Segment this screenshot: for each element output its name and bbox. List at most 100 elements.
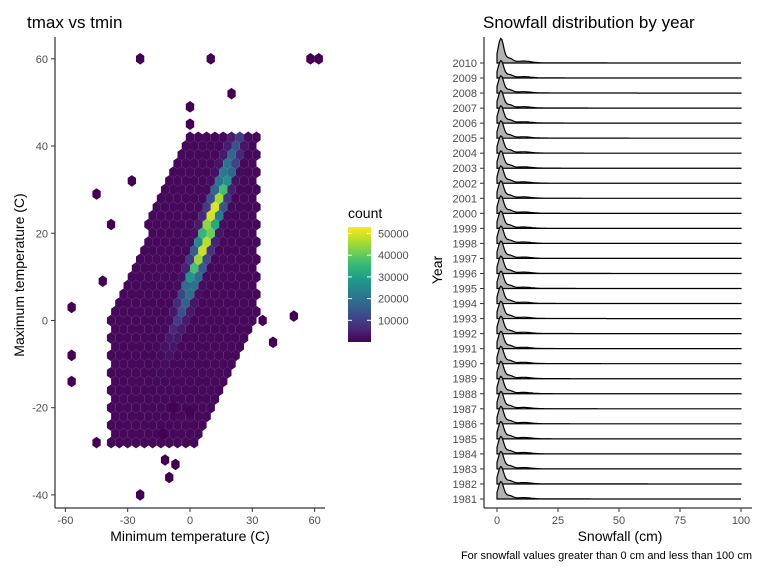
hexbin-cell xyxy=(198,279,207,292)
hexbin-cell xyxy=(190,349,199,362)
ridgeline-year-label: 1995 xyxy=(453,284,477,296)
hexbin-cell xyxy=(190,175,199,187)
hexbin-cell xyxy=(252,288,261,301)
hexbin-cell xyxy=(214,384,224,397)
hexbin-cell xyxy=(248,175,257,187)
hexbin-cell xyxy=(181,157,190,170)
hexbin-cell xyxy=(219,323,228,335)
ridgeline-year-label: 1991 xyxy=(453,344,477,356)
hexbin-y-ticks: -40 -20 0 20 40 60 xyxy=(32,54,55,502)
hexbin-cell xyxy=(136,375,145,388)
ridgeline-x-tick-label: 25 xyxy=(552,515,564,527)
hexbin-cell xyxy=(173,314,182,327)
hexbin-cell xyxy=(160,340,170,353)
hexbin-cell xyxy=(198,401,207,414)
hexbin-cell xyxy=(227,166,236,178)
hexbin-cell xyxy=(227,305,236,318)
hexbin-cell xyxy=(210,305,220,318)
hexbin-cell xyxy=(194,323,203,335)
hexbin-cell xyxy=(185,375,195,388)
hexbin-cell xyxy=(144,288,153,301)
hexbin-cell xyxy=(148,332,157,344)
legend-tick-label: 20000 xyxy=(378,294,409,306)
hexbin-cell xyxy=(173,279,182,292)
hexbin-cell xyxy=(127,288,136,301)
hexbin-cell xyxy=(160,218,170,231)
hexbin-cell xyxy=(198,262,207,274)
hexbin-cell xyxy=(190,279,199,292)
legend-ticks: 10000 20000 30000 40000 50000 xyxy=(348,229,409,327)
ridgeline-year-label: 1983 xyxy=(453,464,477,476)
ridgeline-year-label: 2005 xyxy=(453,133,477,145)
hexbin-cell xyxy=(144,305,153,318)
hexbin-cell xyxy=(214,332,224,344)
hexbin-cell xyxy=(152,393,161,405)
hexbin-cell xyxy=(115,332,124,344)
hexbin-cell xyxy=(194,410,203,423)
hexbin-cell xyxy=(148,244,157,257)
hexbin-cell xyxy=(156,210,166,222)
hexbin-cell xyxy=(244,148,253,161)
hexbin-cell xyxy=(106,401,116,414)
hexbin-cell xyxy=(258,314,267,327)
hexbin-cell xyxy=(190,192,199,205)
hexbin-cell xyxy=(165,332,174,344)
hexbin-cell xyxy=(198,192,207,205)
hexbin-cell xyxy=(194,340,203,353)
ridgeline-year-label: 1992 xyxy=(453,329,477,341)
hexbin-cell xyxy=(152,340,161,353)
hexbin-cell xyxy=(198,227,207,240)
hexbin-cell xyxy=(185,393,195,405)
hexbin-cell xyxy=(219,305,228,318)
hexbin-cell xyxy=(194,305,203,318)
ridge-density-1992 xyxy=(496,315,742,335)
hexbin-cell xyxy=(67,349,76,362)
hexbin-cell xyxy=(131,401,141,414)
hexbin-cell xyxy=(206,314,215,327)
hexbin-cell xyxy=(185,101,195,113)
hexbin-cell xyxy=(214,262,224,274)
hexbin-cell xyxy=(185,183,195,196)
hexbin-cell xyxy=(252,131,261,144)
hexbin-cell xyxy=(219,218,228,231)
ridge-density-1981 xyxy=(496,480,741,500)
hexbin-cell xyxy=(144,218,153,231)
hexbin-cell xyxy=(169,401,178,414)
hexbin-cell xyxy=(210,218,220,231)
hexbin-x-ticks: -60 -30 0 30 60 xyxy=(57,508,321,527)
hexbin-cell xyxy=(194,131,203,144)
hexbin-cell xyxy=(152,201,161,213)
hexbin-cell xyxy=(223,227,232,240)
hexbin-cell xyxy=(206,244,215,257)
legend-tick-label: 50000 xyxy=(378,229,409,241)
hexbin-cell xyxy=(185,305,195,318)
ridgeline-y-ticks: 1981 1982 1983 1984 1985 1986 1987 1988 1989 1990… xyxy=(453,58,484,506)
hexbin-cell xyxy=(223,314,232,327)
hexbin-cell xyxy=(177,218,186,231)
hexbin-cell xyxy=(165,227,174,240)
hexbin-cell xyxy=(252,148,261,161)
hexbin-cell xyxy=(123,367,132,379)
hexbin-cell xyxy=(235,183,244,196)
hexbin-cell xyxy=(156,401,166,414)
hexbin-cell xyxy=(160,183,170,196)
hexbin-cell xyxy=(206,175,215,187)
hexbin-cell xyxy=(136,340,145,353)
hexbin-cell xyxy=(127,323,136,335)
hexbin-cell xyxy=(106,314,116,327)
hexbin-cell xyxy=(169,271,178,283)
hexbin-cell xyxy=(144,428,153,440)
hexbin-cell xyxy=(181,297,190,309)
hexbin-cell xyxy=(169,218,178,231)
hexbin-cell xyxy=(223,262,232,274)
hexbin-cell xyxy=(181,332,190,344)
hexbin-title: tmax vs tmin xyxy=(27,13,122,32)
hexbin-x-tick-label: 30 xyxy=(246,515,258,527)
hexbin-cell xyxy=(160,393,170,405)
hexbin-cell xyxy=(181,227,190,240)
hexbin-cell xyxy=(119,428,128,440)
hexbin-cell xyxy=(136,253,145,266)
hexbin-cell xyxy=(165,349,174,362)
hexbin-cell xyxy=(169,340,178,353)
hexbin-cell xyxy=(152,271,161,283)
